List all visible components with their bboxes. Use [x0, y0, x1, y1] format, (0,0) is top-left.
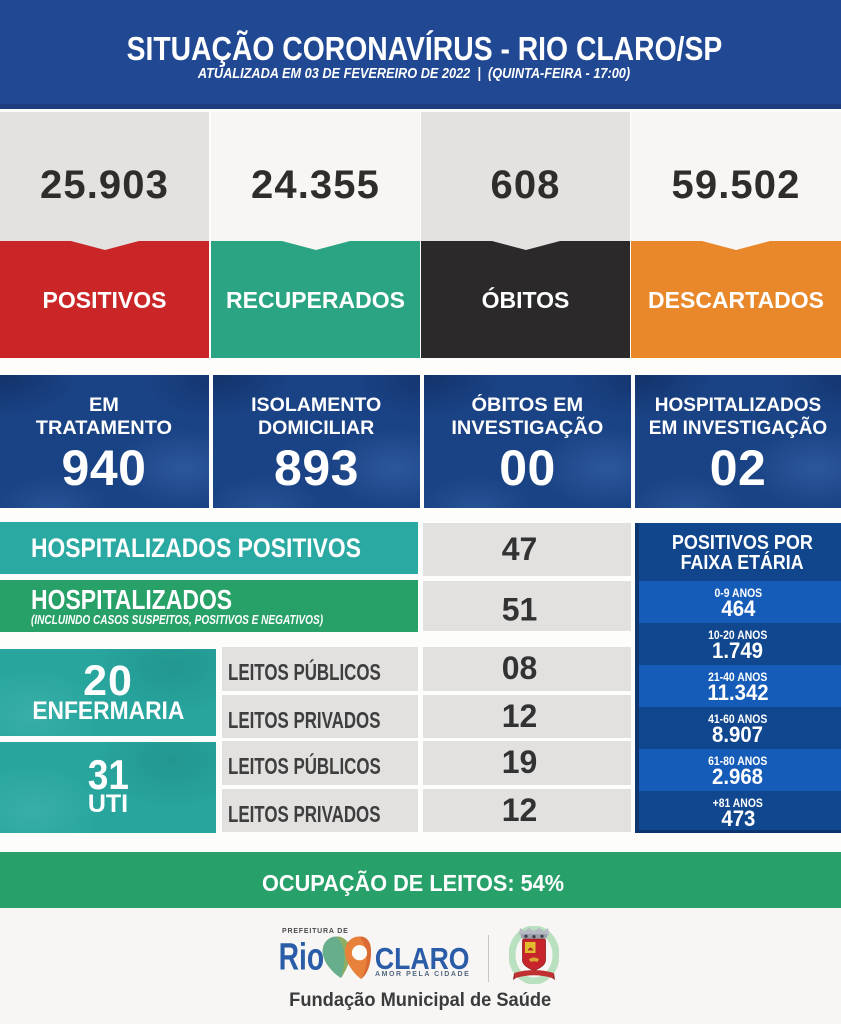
svg-text:Rio: Rio [279, 936, 325, 978]
svg-text:CLARO: CLARO [375, 942, 470, 976]
